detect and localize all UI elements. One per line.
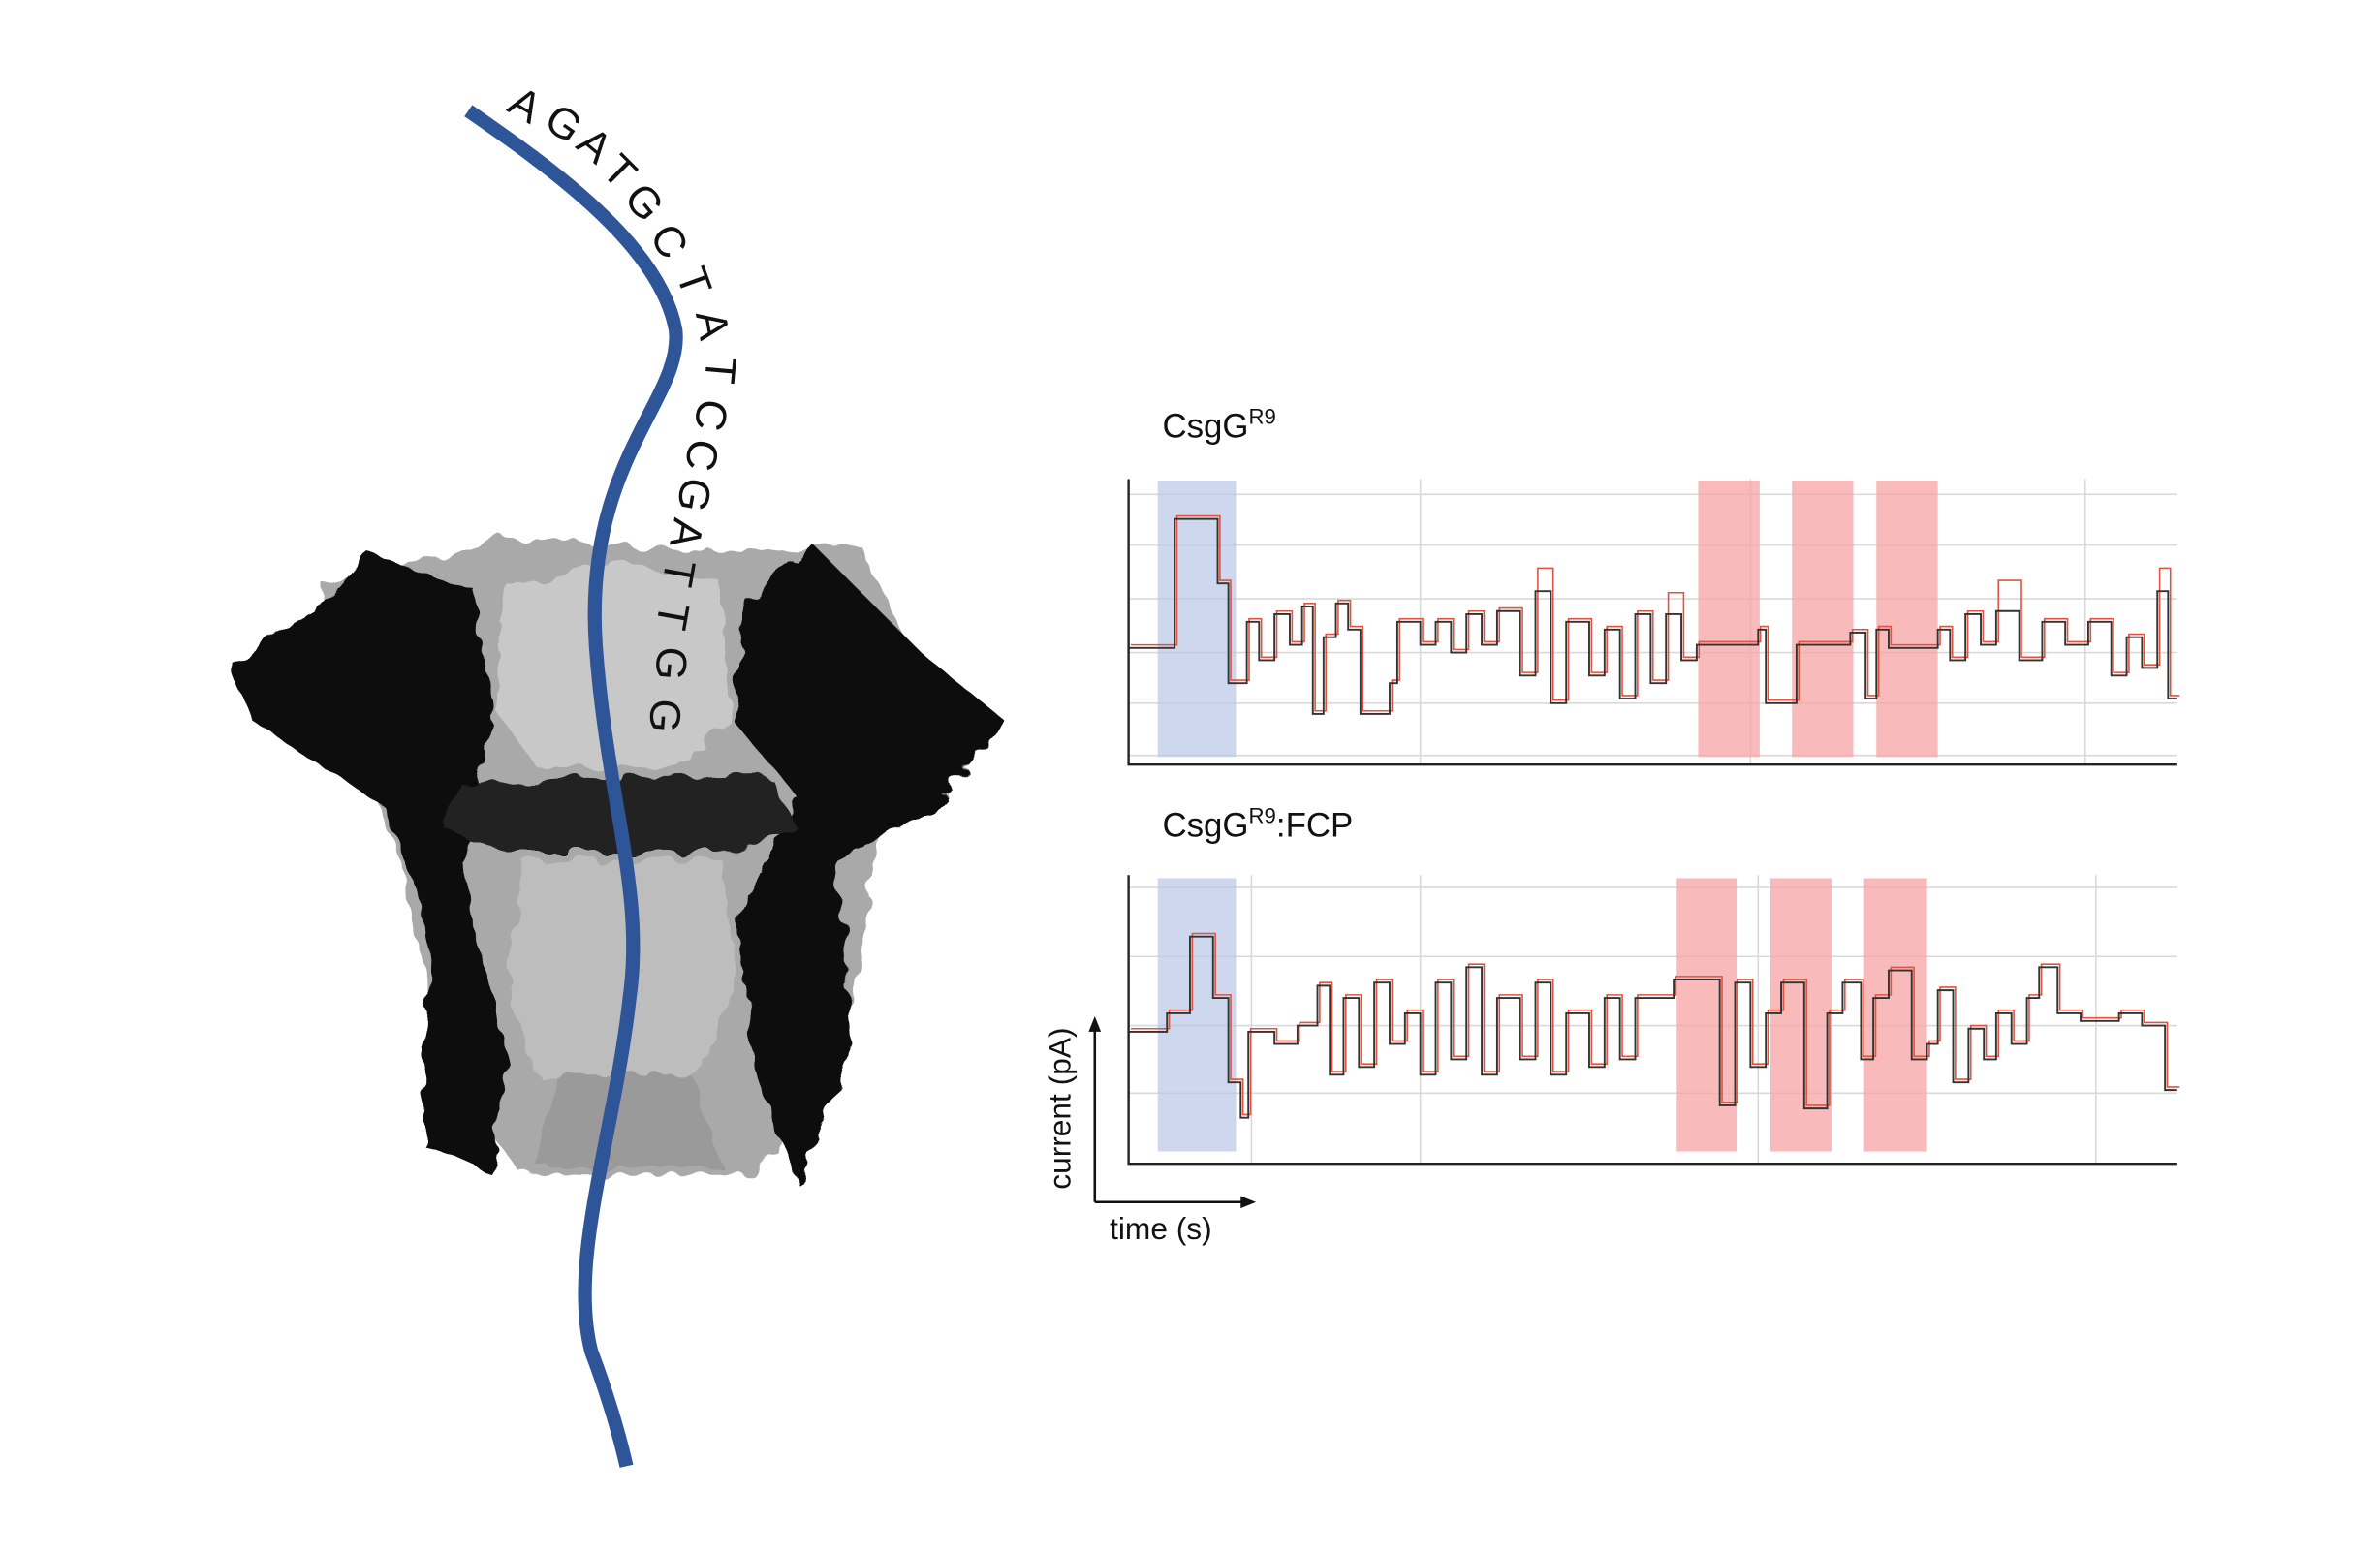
text: :FCP xyxy=(1276,807,1353,845)
sequence-letter: G xyxy=(668,475,720,516)
panel-title: CsgGR9 xyxy=(1162,404,1275,445)
trace-panel: CsgGR9:FCP xyxy=(1127,803,2180,1166)
sequence-letter: G xyxy=(640,697,690,734)
text: R9 xyxy=(1249,803,1276,827)
text: CsgG xyxy=(1162,408,1248,446)
sequence-letter: C xyxy=(684,395,736,434)
sequence-letter: G xyxy=(645,645,696,683)
text: CsgG xyxy=(1162,807,1248,845)
axis-key: current (pA) time (s) xyxy=(1042,1016,1257,1246)
dna-strand xyxy=(464,105,683,1468)
trace-panel: CsgGR9 xyxy=(1127,404,2180,766)
text: R9 xyxy=(1249,404,1276,428)
y-axis-label: current (pA) xyxy=(1042,1027,1077,1189)
sequence-letter: C xyxy=(675,436,728,475)
sequence-letter: A xyxy=(660,515,711,552)
sequence-letter: A xyxy=(686,307,737,344)
sequence-letter: T xyxy=(695,356,744,386)
sequence-letter: T xyxy=(667,262,720,302)
x-axis-label: time (s) xyxy=(1110,1211,1212,1246)
panel-title: CsgGR9:FCP xyxy=(1162,803,1353,844)
